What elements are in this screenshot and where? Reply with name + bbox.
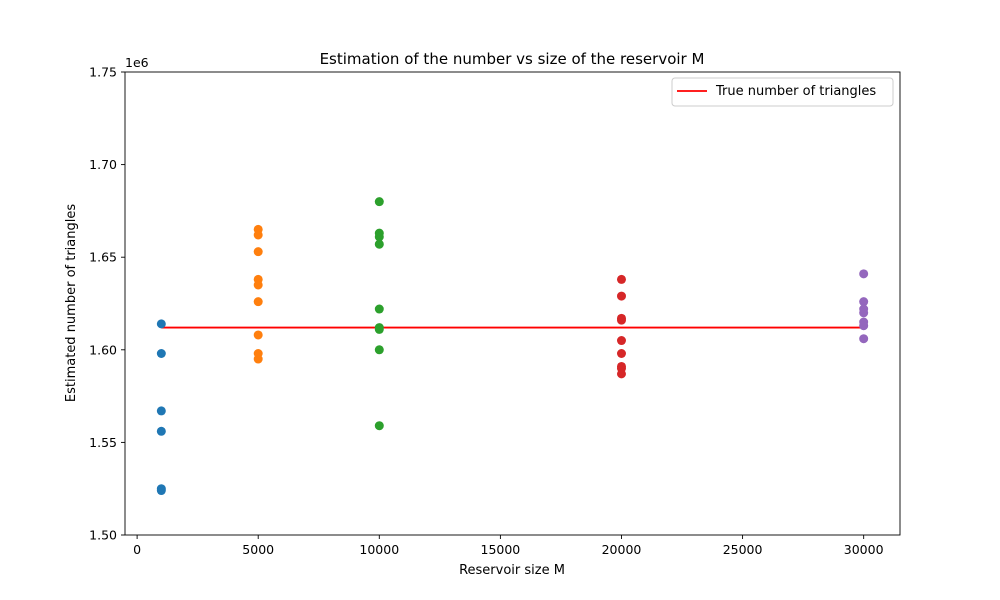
axis-ticks: 0 5000 10000 15000 20000 25000 30000 1.50 1.55 1.…: [89, 65, 901, 557]
x-axis-label: Reservoir size M: [459, 563, 565, 578]
x-tick-label: 10000: [359, 542, 399, 557]
data-point: [253, 354, 263, 364]
y-tick-label: 1.60: [89, 342, 117, 357]
data-point: [616, 369, 626, 379]
x-tick-label: 20000: [602, 542, 642, 557]
legend-box: [671, 77, 894, 107]
data-marks: [156, 197, 869, 496]
data-point: [859, 297, 869, 307]
data-point: [374, 239, 384, 249]
data-point: [859, 334, 869, 344]
axes-frame: [124, 71, 901, 536]
data-point: [616, 336, 626, 346]
data-point: [616, 274, 626, 284]
data-point: [859, 308, 869, 318]
data-point: [616, 291, 626, 301]
data-point: [859, 269, 869, 279]
y-tick-label: 1.50: [89, 528, 117, 543]
data-point: [374, 304, 384, 314]
legend: True number of triangles: [671, 77, 894, 107]
data-point: [616, 349, 626, 359]
data-point: [374, 232, 384, 242]
x-tick-label: 5000: [242, 542, 274, 557]
chart-title: Estimation of the number vs size of the …: [320, 50, 705, 68]
data-point: [156, 349, 166, 359]
data-point: [374, 197, 384, 207]
x-tick-label: 25000: [723, 542, 763, 557]
y-tick-label: 1.75: [89, 65, 117, 80]
data-point: [156, 426, 166, 436]
data-point: [156, 406, 166, 416]
y-tick-label: 1.55: [89, 435, 117, 450]
data-point: [253, 230, 263, 240]
y-tick-label: 1.65: [89, 250, 117, 265]
x-tick-label: 15000: [481, 542, 521, 557]
data-point: [253, 280, 263, 290]
data-point: [253, 297, 263, 307]
data-point: [374, 345, 384, 355]
x-tick-label: 0: [133, 542, 141, 557]
data-point: [616, 315, 626, 325]
data-point: [253, 330, 263, 340]
y-offset-label: 1e6: [125, 55, 149, 70]
data-point: [156, 486, 166, 496]
data-point: [374, 324, 384, 334]
data-point: [253, 247, 263, 257]
legend-label-true-number: True number of triangles: [715, 84, 876, 99]
x-tick-label: 30000: [844, 542, 884, 557]
y-axis-label: Estimated number of triangles: [64, 204, 79, 402]
data-point: [859, 321, 869, 331]
data-point: [156, 319, 166, 329]
y-tick-label: 1.70: [89, 157, 117, 172]
data-point: [374, 421, 384, 431]
